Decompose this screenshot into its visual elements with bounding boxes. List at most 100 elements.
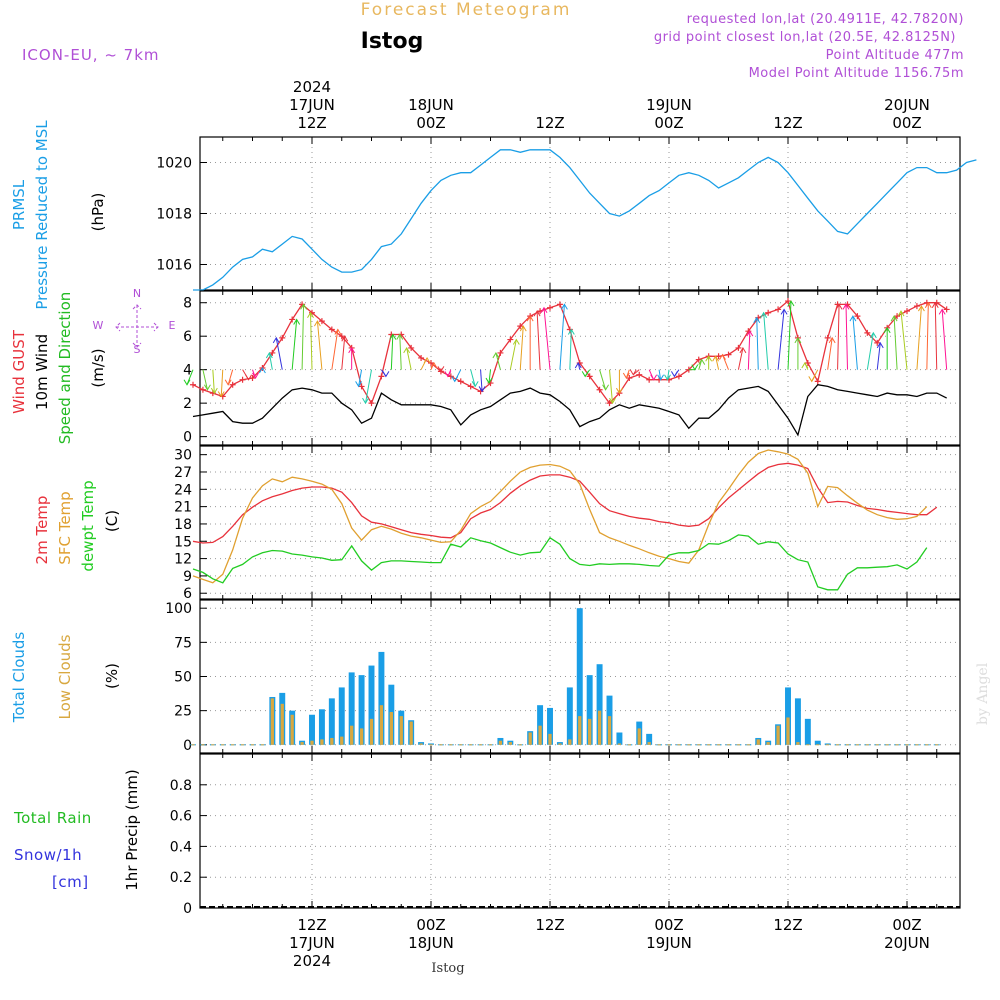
bar-low-clouds bbox=[607, 716, 612, 745]
gust-marker bbox=[675, 373, 682, 380]
wind-dir-arrow bbox=[763, 312, 769, 370]
wind-dir-arrowhead bbox=[574, 362, 582, 369]
ytick-label: 0 bbox=[183, 738, 192, 754]
wind-dir-arrowhead bbox=[210, 387, 218, 395]
wind-dir-arrowhead bbox=[348, 346, 356, 354]
wind-dir-arrowhead bbox=[719, 353, 726, 360]
wind-dir-arrow bbox=[941, 309, 948, 370]
bar-low-clouds bbox=[379, 705, 384, 745]
bar-total-clouds bbox=[794, 698, 801, 745]
gust-marker bbox=[467, 383, 474, 390]
wind-dir-arrowhead bbox=[897, 310, 905, 317]
gust-marker bbox=[457, 378, 464, 385]
gust-marker bbox=[824, 334, 831, 341]
gust-marker bbox=[378, 373, 385, 380]
wind-dir-arrow bbox=[876, 342, 881, 370]
bottom-time-label: 00Z bbox=[654, 916, 683, 934]
ytick-label: 0.2 bbox=[170, 870, 192, 886]
gust-marker bbox=[854, 313, 861, 320]
model-altitude: Model Point Altitude 1156.75m bbox=[749, 66, 964, 81]
gust-marker bbox=[606, 400, 613, 407]
wind-dir-arrow bbox=[667, 369, 670, 380]
gust-marker bbox=[269, 349, 276, 356]
ylabel-sfc-temp: SFC Temp bbox=[56, 491, 74, 564]
bar-low-clouds bbox=[766, 742, 770, 745]
top-time-label: 12Z bbox=[297, 114, 326, 132]
bar-low-clouds bbox=[310, 740, 314, 745]
watermark: by Angel bbox=[975, 662, 991, 725]
ylabel-ms: (m/s) bbox=[89, 348, 107, 387]
gust-marker bbox=[279, 334, 286, 341]
wind-dir-arrowhead bbox=[835, 303, 843, 310]
gust-marker bbox=[418, 354, 425, 361]
bar-low-clouds bbox=[350, 725, 354, 745]
gust-marker bbox=[408, 344, 415, 351]
wind-dir-arrowhead bbox=[355, 381, 363, 388]
wind-dir-arrow bbox=[893, 316, 898, 370]
bottom-time-label: 17JUN bbox=[289, 934, 335, 952]
ytick-label: 1020 bbox=[156, 156, 192, 172]
wind-dir-arrow bbox=[609, 369, 613, 404]
series-2m-temp bbox=[192, 462, 938, 544]
wind-dir-arrow bbox=[536, 311, 541, 370]
bottom-time-label: 19JUN bbox=[646, 934, 692, 952]
bar-low-clouds bbox=[776, 725, 780, 745]
gust-marker bbox=[735, 344, 742, 351]
ytick-label: 8 bbox=[183, 296, 192, 312]
gust-marker bbox=[517, 323, 524, 330]
point-altitude: Point Altitude 477m bbox=[826, 48, 964, 63]
ytick-label: 27 bbox=[174, 465, 192, 481]
bar-total-clouds bbox=[596, 664, 603, 745]
label-cm: [cm] bbox=[52, 873, 89, 891]
bar-low-clouds bbox=[290, 714, 294, 745]
bottom-time-label: 12Z bbox=[535, 916, 564, 934]
grid-coords: grid point closest lon,lat (20.5E, 42.81… bbox=[654, 30, 956, 45]
ytick-label: 21 bbox=[174, 500, 192, 516]
wind-dir-arrow bbox=[559, 304, 565, 370]
wind-dir-arrow bbox=[737, 347, 744, 370]
wind-dir-arrow bbox=[543, 307, 551, 370]
gust-marker bbox=[190, 381, 196, 388]
ylabel-dewpt-temp: dewpt Temp bbox=[79, 480, 97, 571]
bar-low-clouds bbox=[796, 742, 800, 745]
wind-dir-arrow bbox=[220, 369, 224, 397]
bar-low-clouds bbox=[647, 742, 651, 745]
model-label: ICON-EU, ~ 7km bbox=[22, 46, 160, 64]
bar-total-clouds bbox=[586, 675, 593, 745]
wind-dir-arrowhead bbox=[602, 384, 610, 391]
gust-marker bbox=[943, 306, 950, 313]
bar-total-clouds bbox=[576, 608, 583, 745]
wind-dir-arrow bbox=[470, 369, 476, 387]
wind-dir-arrowhead bbox=[471, 381, 479, 388]
wind-dir-arrowhead bbox=[760, 311, 768, 319]
requested-coords: requested lon,lat (20.4911E, 42.7820N) bbox=[687, 12, 964, 27]
wind-dir-arrowhead bbox=[801, 362, 809, 369]
wind-dir-arrowhead bbox=[581, 371, 589, 378]
wind-dir-arrow bbox=[599, 369, 607, 390]
bar-low-clouds bbox=[617, 743, 622, 745]
wind-dir-arrowhead bbox=[341, 335, 349, 342]
label-snow: Snow/1h bbox=[14, 846, 82, 864]
wind-dir-arrowhead bbox=[403, 346, 411, 354]
wind-dir-arrowhead bbox=[293, 318, 301, 325]
wind-dir-arrow bbox=[866, 332, 874, 370]
wind-dir-arrowhead bbox=[492, 351, 500, 359]
bar-low-clouds bbox=[389, 712, 393, 745]
wind-dir-arrow bbox=[916, 306, 922, 370]
wind-dir-arrow bbox=[358, 369, 363, 387]
wind-dir-arrowhead bbox=[849, 315, 857, 322]
bottom-time-label: 2024 bbox=[293, 952, 331, 970]
wind-dir-arrowhead bbox=[272, 336, 280, 344]
wind-dir-arrowhead bbox=[787, 300, 795, 307]
wind-dir-arrow bbox=[845, 304, 848, 370]
wind-dir-arrowhead bbox=[430, 362, 438, 369]
gust-marker bbox=[913, 303, 920, 310]
gust-marker bbox=[249, 375, 256, 382]
wind-dir-arrowhead bbox=[526, 315, 534, 322]
compass-e: E bbox=[169, 319, 176, 332]
wind-dir-arrowhead bbox=[622, 372, 630, 380]
bar-low-clouds bbox=[399, 716, 403, 745]
wind-dir-arrowhead bbox=[307, 311, 314, 319]
gust-marker bbox=[199, 386, 206, 393]
wind-dir-arrow bbox=[488, 369, 491, 384]
